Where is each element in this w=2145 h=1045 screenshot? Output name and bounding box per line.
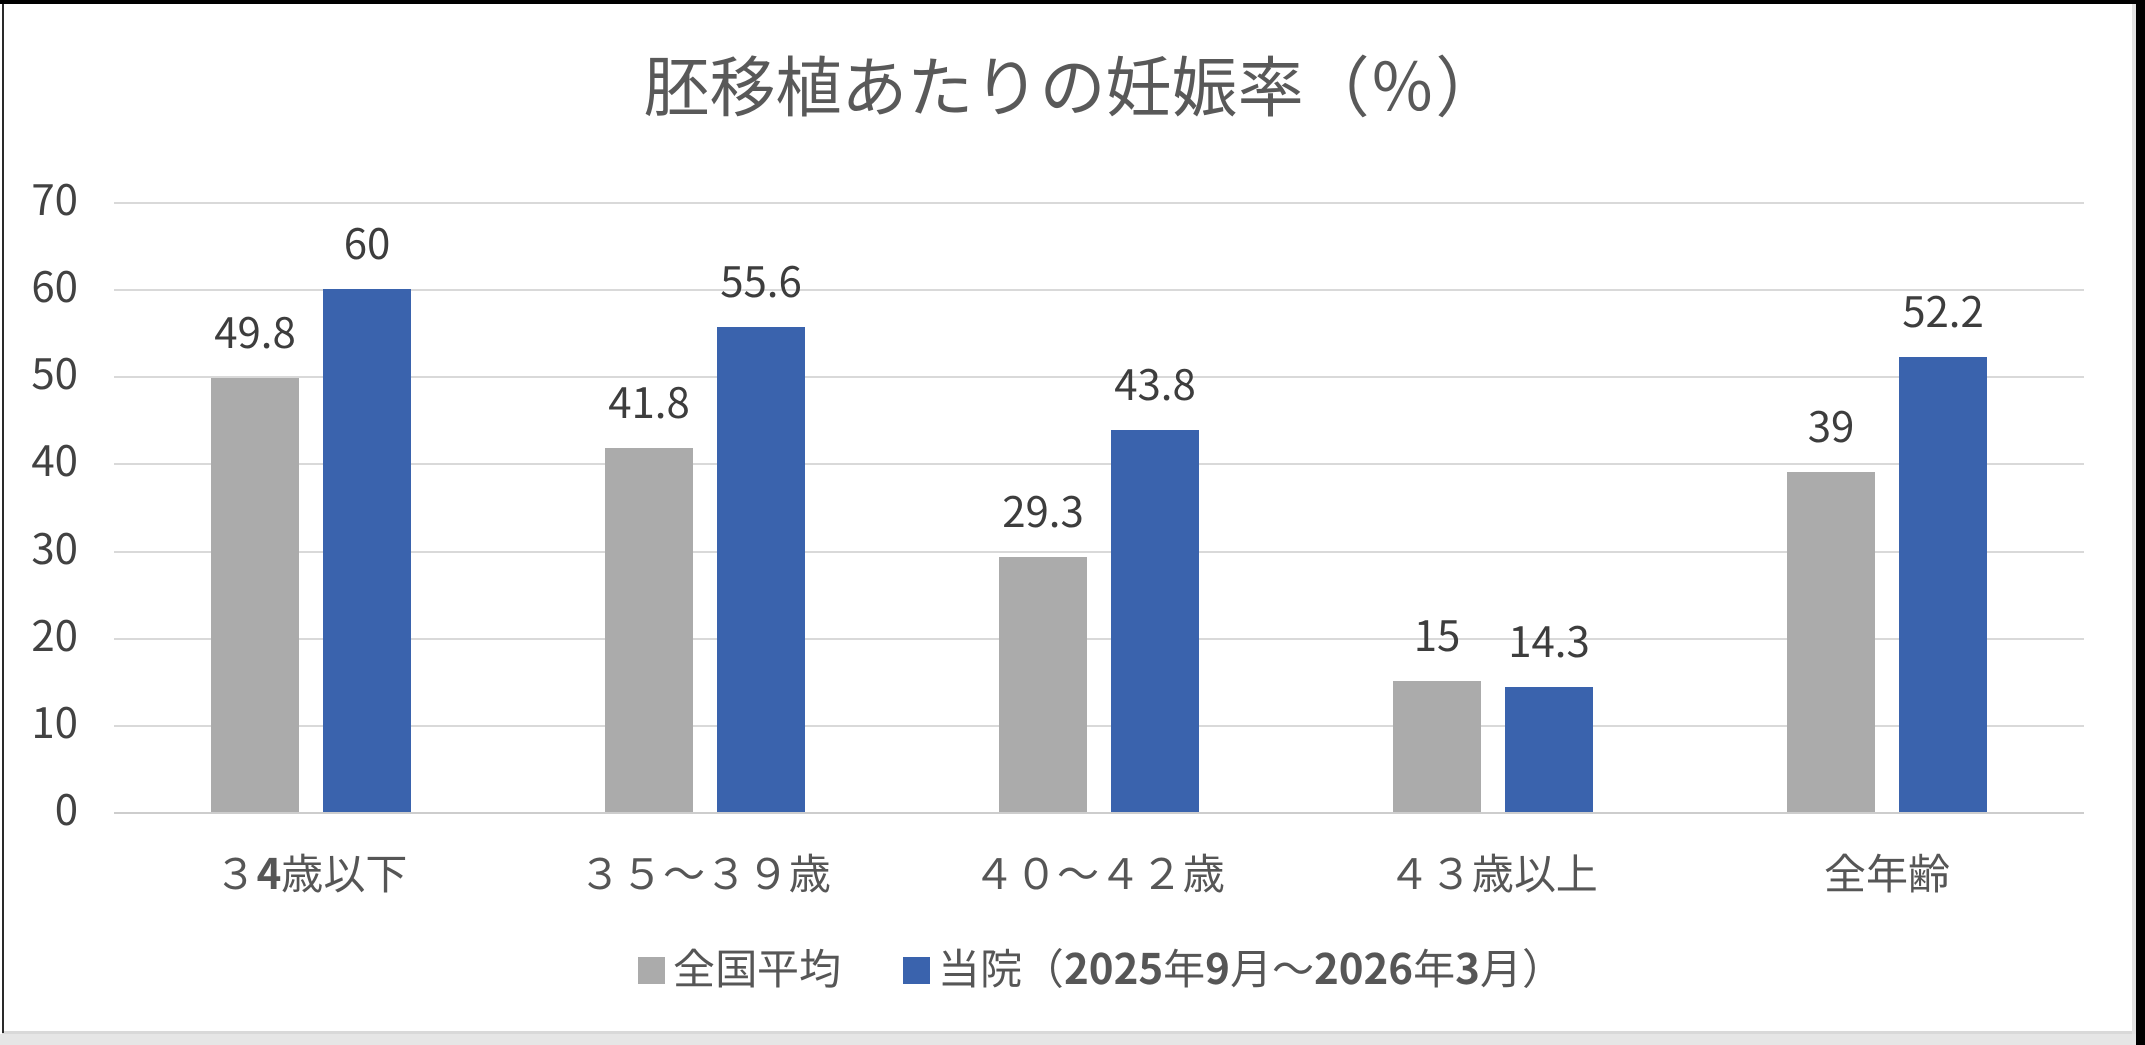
bar-全国平均-全年齢	[1787, 472, 1875, 812]
value-label-15: 15	[1413, 603, 1461, 665]
legend-label-全国平均: 全国平均	[673, 936, 842, 997]
value-label-49.8: 49.8	[214, 300, 296, 362]
y-tick-label-60: 60	[31, 254, 78, 316]
bar-当院（2025年9月～2026年3月）-３５～３９歳	[717, 327, 805, 812]
value-label-52.2: 52.2	[1902, 279, 1984, 341]
halfwidth-number: 3	[1455, 936, 1480, 997]
legend-item-当院（2025年9月～2026年3月）: 当院（2025年9月～2026年3月）	[903, 946, 1564, 988]
legend: 全国平均 当院（2025年9月～2026年3月）	[0, 946, 2136, 996]
bar-全国平均-４０～４２歳	[999, 556, 1087, 812]
y-tick-label-50: 50	[31, 341, 78, 403]
x-axis-line	[114, 812, 2084, 814]
halfwidth-number: 4	[256, 841, 282, 902]
value-label-41.8: 41.8	[608, 369, 690, 431]
chart-title: 胚移植あたりの妊娠率（％）	[643, 35, 1502, 131]
category-label-全年齢: 全年齢	[1823, 841, 1950, 902]
value-label-29.3: 29.3	[1002, 478, 1084, 540]
gridline-50	[114, 376, 2084, 379]
halfwidth-number: 2026	[1313, 936, 1414, 997]
y-tick-label-70: 70	[31, 167, 78, 228]
y-tick-label-10: 10	[31, 689, 78, 751]
value-label-39: 39	[1807, 394, 1855, 456]
y-tick-label-0: 0	[54, 777, 78, 838]
gridline-10	[114, 724, 2084, 727]
value-label-43.8: 43.8	[1114, 352, 1196, 414]
gridline-60	[114, 289, 2084, 292]
gridline-30	[114, 550, 2084, 553]
category-label-４３歳以上: ４３歳以上	[1387, 841, 1598, 902]
y-tick-label-20: 20	[31, 602, 78, 664]
value-label-55.6: 55.6	[720, 249, 802, 311]
page-background-strip	[0, 1034, 2136, 1045]
bar-当院（2025年9月～2026年3月）-全年齢	[1899, 357, 1987, 812]
y-tick-label-30: 30	[31, 515, 78, 577]
frame-border-right	[2136, 0, 2145, 1045]
frame-border-bottom-line	[2, 1031, 2132, 1034]
frame-border-left	[2, 4, 4, 1033]
bar-当院（2025年9月～2026年3月）-４０～４２歳	[1111, 430, 1199, 812]
category-label-４０～４２歳: ４０～４２歳	[972, 841, 1225, 902]
legend-label-当院（2025年9月～2026年3月）: 当院（2025年9月～2026年3月）	[938, 936, 1564, 997]
bar-全国平均-３５～３９歳	[605, 447, 693, 812]
category-label-３4歳以下: ３4歳以下	[214, 841, 408, 902]
halfwidth-number: 9	[1205, 936, 1230, 997]
value-label-14.3: 14.3	[1508, 609, 1590, 671]
value-label-60: 60	[343, 211, 391, 273]
gridline-20	[114, 637, 2084, 640]
legend-item-全国平均: 全国平均	[638, 946, 841, 988]
category-label-３５～３９歳: ３５～３９歳	[578, 841, 831, 902]
bar-当院（2025年9月～2026年3月）-４３歳以上	[1505, 687, 1593, 812]
bar-全国平均-４３歳以上	[1393, 681, 1481, 812]
y-tick-label-40: 40	[31, 428, 78, 490]
bar-当院（2025年9月～2026年3月）-３4歳以下	[323, 289, 411, 812]
frame-border-top	[0, 0, 2145, 4]
bar-全国平均-３4歳以下	[211, 378, 299, 812]
gridline-40	[114, 463, 2084, 466]
legend-marker-全国平均	[638, 957, 665, 984]
gridline-70	[114, 202, 2084, 204]
halfwidth-number: 2025	[1064, 936, 1164, 997]
legend-marker-当院（2025年9月～2026年3月）	[903, 957, 930, 984]
frame-border-right-inner	[2132, 4, 2136, 1034]
